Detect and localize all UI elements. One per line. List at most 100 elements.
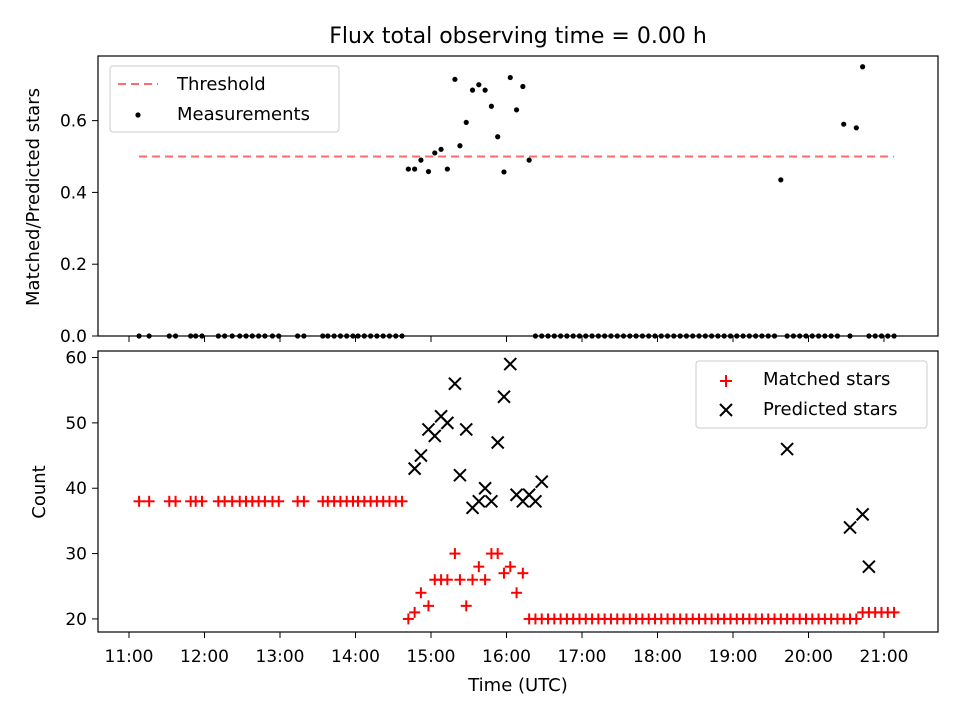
measurement-point	[860, 64, 866, 70]
matched-star-marker	[409, 606, 421, 618]
predicted-star-marker	[862, 559, 876, 574]
measurement-point	[405, 166, 411, 172]
bottom-legend: Matched stars Predicted stars	[695, 360, 928, 429]
measurement-point	[520, 83, 526, 90]
predicted-star-marker	[440, 416, 455, 430]
top-y-tick-label: 0.6	[60, 112, 87, 132]
matched-star-marker	[441, 574, 453, 586]
bottom-legend-box	[695, 360, 928, 429]
measurement-point	[526, 157, 532, 163]
bottom-y-tick-label: 50	[65, 414, 87, 434]
predicted-star-stroke	[484, 494, 499, 509]
measurement-point	[463, 119, 469, 126]
matched-star-marker	[449, 548, 461, 560]
measurement-point	[476, 82, 482, 88]
matched-star-marker	[415, 587, 427, 599]
predicted-star-stroke	[478, 481, 492, 495]
x-tick-label: 18:00	[633, 647, 682, 667]
measurement-point	[507, 74, 513, 81]
predicted-star-stroke	[855, 507, 870, 522]
predicted-star-stroke	[414, 448, 428, 463]
bottom-markers-layer	[133, 357, 900, 625]
top-legend: Threshold Measurements	[109, 65, 340, 133]
bottom-axes-frame	[97, 350, 939, 633]
predicted-star-marker	[497, 390, 511, 404]
top-y-tick-label: 0.4	[60, 183, 87, 203]
predicted-star-stroke	[843, 520, 857, 535]
predicted-star-stroke	[453, 468, 467, 482]
predicted-star-marker	[478, 481, 492, 495]
predicted-star-marker	[459, 422, 473, 437]
predicted-star-marker	[528, 494, 543, 509]
x-tick-label: 13:00	[256, 647, 305, 667]
measurement-point	[412, 166, 418, 172]
measurement-point	[501, 169, 507, 175]
top-y-ticks: 0.0 0.2 0.4 0.6	[60, 112, 98, 347]
bottom-y-axis-label: Count	[29, 465, 50, 518]
measurement-point	[841, 121, 847, 127]
matched-star-marker	[396, 495, 408, 507]
bottom-y-tick-label: 40	[65, 479, 87, 499]
x-tick-label: 19:00	[709, 647, 758, 667]
bottom-y-tick-label: 60	[65, 349, 87, 369]
predicted-star-marker	[472, 494, 486, 509]
top-y-tick-label: 0.0	[60, 327, 87, 347]
matched-star-marker	[498, 567, 510, 579]
predicted-star-stroke	[497, 390, 511, 404]
legend-measurements-label: Measurements	[177, 104, 310, 125]
matched-star-marker	[888, 606, 900, 618]
legend-measurements-swatch	[135, 112, 141, 118]
predicted-star-stroke	[509, 488, 524, 502]
predicted-star-stroke	[862, 559, 876, 574]
matched-star-marker	[402, 613, 414, 625]
top-y-tick-label: 0.2	[60, 255, 87, 275]
legend-matched-swatch	[720, 375, 732, 387]
predicted-star-marker	[414, 448, 428, 463]
predicted-star-stroke	[459, 422, 473, 437]
measurement-point	[457, 143, 463, 149]
predicted-star-stroke	[421, 422, 436, 437]
predicted-star-stroke	[528, 494, 543, 509]
top-x-ticks	[128, 336, 885, 342]
predicted-star-marker	[843, 520, 857, 535]
matched-star-marker	[473, 561, 485, 573]
matched-star-marker	[850, 613, 862, 625]
legend-predicted-swatch	[719, 403, 733, 417]
legend-matched-label: Matched stars	[763, 369, 890, 390]
matched-star-marker	[517, 567, 529, 579]
predicted-star-stroke	[428, 429, 442, 443]
bottom-panel: 20 30 40 50 60 11:00 12:00 13:00 14:00 15:00 16:0…	[29, 349, 939, 696]
measurement-point	[495, 134, 501, 140]
measurement-point	[469, 87, 476, 93]
bottom-y-ticks: 20 30 40 50 60	[65, 349, 98, 630]
matched-star-marker	[133, 495, 145, 507]
matched-star-marker	[479, 574, 491, 586]
measurement-point	[438, 146, 444, 152]
predicted-star-marker	[535, 474, 549, 489]
top-legend-box	[109, 65, 340, 133]
chart-title: Flux total observing time = 0.00 h	[329, 24, 707, 49]
predicted-star-marker	[407, 461, 422, 476]
measurement-point	[418, 157, 424, 163]
top-axes-frame	[97, 55, 939, 337]
predicted-star-stroke	[440, 416, 455, 430]
predicted-star-marker	[428, 429, 442, 443]
matched-star-marker	[492, 548, 504, 560]
predicted-star-stroke	[503, 357, 517, 371]
matched-star-marker	[273, 495, 285, 507]
bottom-x-ticks: 11:00 12:00 13:00 14:00 15:00 16:00 17:00 18:00…	[105, 632, 909, 667]
measurement-point	[444, 166, 450, 172]
top-panel: Flux total observing time = 0.00 h 0.00.…	[23, 24, 939, 347]
x-tick-label: 12:00	[180, 647, 229, 667]
predicted-star-marker	[484, 494, 499, 509]
measurement-point	[853, 125, 859, 131]
top-y-axis-label: Matched/Predicted stars	[23, 88, 44, 306]
measurement-point	[482, 87, 488, 93]
measurement-point	[452, 76, 458, 82]
x-tick-label: 16:00	[482, 647, 531, 667]
matched-star-marker	[467, 574, 479, 586]
matched-star-marker	[298, 495, 310, 507]
measurement-point	[488, 103, 494, 109]
